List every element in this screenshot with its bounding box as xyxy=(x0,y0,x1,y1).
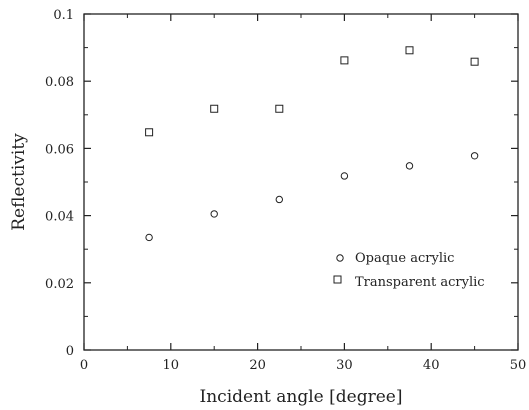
data-series xyxy=(145,46,479,242)
x-tick-label: 40 xyxy=(423,358,440,373)
data-point-opaque xyxy=(145,233,153,242)
plot-frame xyxy=(83,13,519,351)
y-tick-label: 0.04 xyxy=(45,210,74,225)
y-tick-label: 0.02 xyxy=(45,277,74,292)
x-tick-label: 30 xyxy=(336,358,353,373)
data-point-transparent xyxy=(470,57,479,66)
y-tick-label: 0 xyxy=(66,344,74,359)
legend-label-transparent: Transparent acrylic xyxy=(355,275,485,290)
x-tick-label: 50 xyxy=(510,358,527,373)
data-point-transparent xyxy=(275,104,284,113)
x-tick-label: 10 xyxy=(163,358,180,373)
data-point-transparent xyxy=(340,56,349,65)
axis-tick-labels: 0 10 20 30 40 50 0 0.02 0.04 0.06 0.08 0.1 xyxy=(45,8,526,373)
legend-label-opaque: Opaque acrylic xyxy=(355,251,454,266)
data-point-transparent xyxy=(145,128,154,137)
y-tick-label: 0.06 xyxy=(45,142,74,157)
legend-marker-opaque xyxy=(336,254,344,262)
x-axis-title: Incident angle [degree] xyxy=(200,387,403,407)
y-tick-label: 0.1 xyxy=(53,8,74,23)
data-point-opaque xyxy=(470,152,479,160)
legend: Opaque acrylic Transparent acrylic xyxy=(333,251,485,290)
data-point-transparent xyxy=(210,104,219,113)
legend-marker-transparent xyxy=(333,275,342,284)
x-tick-label: 20 xyxy=(249,358,266,373)
data-point-opaque xyxy=(405,162,414,170)
axis-ticks xyxy=(83,13,519,351)
data-point-opaque xyxy=(340,172,349,180)
y-tick-label: 0.08 xyxy=(45,75,74,90)
data-point-opaque xyxy=(210,210,218,218)
x-tick-label: 0 xyxy=(80,358,88,373)
y-axis-title: Reflectivity xyxy=(9,133,29,231)
data-point-transparent xyxy=(405,46,414,55)
data-point-opaque xyxy=(275,195,283,204)
